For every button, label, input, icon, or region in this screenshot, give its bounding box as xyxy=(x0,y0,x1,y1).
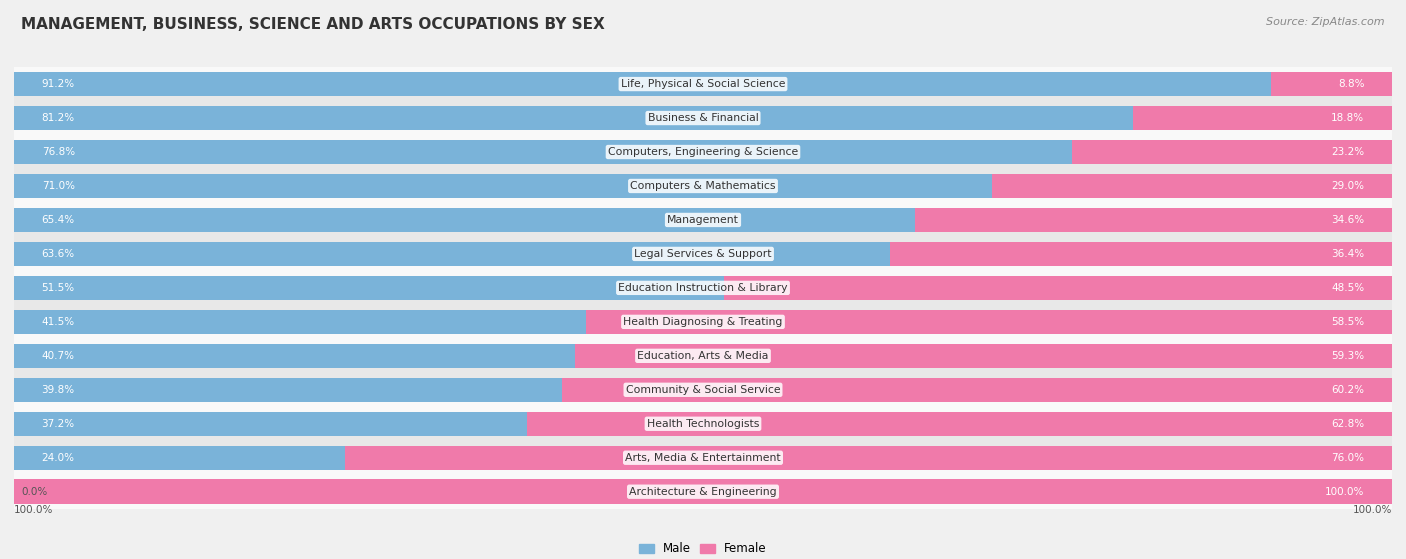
Legend: Male, Female: Male, Female xyxy=(634,538,772,559)
FancyBboxPatch shape xyxy=(10,227,1396,281)
Bar xyxy=(724,276,1392,300)
Bar xyxy=(562,377,1392,402)
Bar xyxy=(14,411,527,436)
Text: 36.4%: 36.4% xyxy=(1331,249,1364,259)
Text: Management: Management xyxy=(666,215,740,225)
Text: 76.0%: 76.0% xyxy=(1331,453,1364,463)
Text: 41.5%: 41.5% xyxy=(42,317,75,327)
Text: Health Diagnosing & Treating: Health Diagnosing & Treating xyxy=(623,317,783,327)
Text: Business & Financial: Business & Financial xyxy=(648,113,758,123)
FancyBboxPatch shape xyxy=(10,193,1396,247)
Text: Education, Arts & Media: Education, Arts & Media xyxy=(637,351,769,361)
Bar xyxy=(14,241,890,266)
Text: 18.8%: 18.8% xyxy=(1331,113,1364,123)
Bar xyxy=(1133,106,1392,130)
Text: 60.2%: 60.2% xyxy=(1331,385,1364,395)
Text: Health Technologists: Health Technologists xyxy=(647,419,759,429)
Text: Arts, Media & Entertainment: Arts, Media & Entertainment xyxy=(626,453,780,463)
Bar xyxy=(993,174,1392,198)
Text: 76.8%: 76.8% xyxy=(42,147,75,157)
FancyBboxPatch shape xyxy=(10,260,1396,315)
FancyBboxPatch shape xyxy=(10,430,1396,485)
Text: 8.8%: 8.8% xyxy=(1339,79,1364,89)
Text: 40.7%: 40.7% xyxy=(42,351,75,361)
Bar xyxy=(1271,72,1392,96)
Text: 29.0%: 29.0% xyxy=(1331,181,1364,191)
Text: 23.2%: 23.2% xyxy=(1331,147,1364,157)
Bar xyxy=(14,72,1271,96)
FancyBboxPatch shape xyxy=(10,295,1396,349)
Text: 100.0%: 100.0% xyxy=(1353,505,1392,515)
FancyBboxPatch shape xyxy=(10,91,1396,145)
Text: 62.8%: 62.8% xyxy=(1331,419,1364,429)
Text: Education Instruction & Library: Education Instruction & Library xyxy=(619,283,787,293)
Bar xyxy=(14,276,724,300)
Text: 71.0%: 71.0% xyxy=(42,181,75,191)
Bar xyxy=(575,344,1392,368)
Text: Legal Services & Support: Legal Services & Support xyxy=(634,249,772,259)
Bar xyxy=(14,174,993,198)
Bar xyxy=(586,310,1392,334)
FancyBboxPatch shape xyxy=(10,57,1396,111)
FancyBboxPatch shape xyxy=(10,465,1396,519)
Text: Architecture & Engineering: Architecture & Engineering xyxy=(630,487,776,497)
Bar xyxy=(890,241,1392,266)
Bar xyxy=(14,446,344,470)
Text: 51.5%: 51.5% xyxy=(42,283,75,293)
Text: 34.6%: 34.6% xyxy=(1331,215,1364,225)
Text: MANAGEMENT, BUSINESS, SCIENCE AND ARTS OCCUPATIONS BY SEX: MANAGEMENT, BUSINESS, SCIENCE AND ARTS O… xyxy=(21,17,605,32)
Text: Computers & Mathematics: Computers & Mathematics xyxy=(630,181,776,191)
Bar xyxy=(1073,140,1392,164)
Bar xyxy=(344,446,1392,470)
FancyBboxPatch shape xyxy=(10,125,1396,179)
Text: 0.0%: 0.0% xyxy=(21,487,48,497)
Text: Source: ZipAtlas.com: Source: ZipAtlas.com xyxy=(1267,17,1385,27)
Text: 48.5%: 48.5% xyxy=(1331,283,1364,293)
Text: Life, Physical & Social Science: Life, Physical & Social Science xyxy=(621,79,785,89)
Text: 37.2%: 37.2% xyxy=(42,419,75,429)
Text: 91.2%: 91.2% xyxy=(42,79,75,89)
Text: 24.0%: 24.0% xyxy=(42,453,75,463)
FancyBboxPatch shape xyxy=(10,329,1396,383)
Text: 100.0%: 100.0% xyxy=(14,505,53,515)
Text: 81.2%: 81.2% xyxy=(42,113,75,123)
Bar xyxy=(14,140,1073,164)
Bar xyxy=(14,344,575,368)
Bar xyxy=(14,208,915,232)
FancyBboxPatch shape xyxy=(10,396,1396,451)
Bar xyxy=(527,411,1392,436)
Text: 65.4%: 65.4% xyxy=(42,215,75,225)
FancyBboxPatch shape xyxy=(10,159,1396,213)
Text: 63.6%: 63.6% xyxy=(42,249,75,259)
FancyBboxPatch shape xyxy=(10,363,1396,417)
Bar xyxy=(915,208,1392,232)
Bar xyxy=(14,480,1392,504)
Bar xyxy=(14,377,562,402)
Text: 39.8%: 39.8% xyxy=(42,385,75,395)
Bar xyxy=(14,310,586,334)
Text: 100.0%: 100.0% xyxy=(1324,487,1364,497)
Text: Community & Social Service: Community & Social Service xyxy=(626,385,780,395)
Text: Computers, Engineering & Science: Computers, Engineering & Science xyxy=(607,147,799,157)
Text: 58.5%: 58.5% xyxy=(1331,317,1364,327)
Text: 59.3%: 59.3% xyxy=(1331,351,1364,361)
Bar xyxy=(14,106,1133,130)
